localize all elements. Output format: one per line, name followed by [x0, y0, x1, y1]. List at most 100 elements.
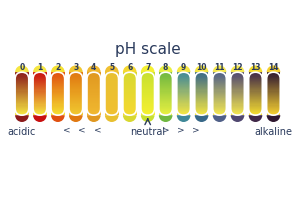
- Bar: [195, 108, 208, 109]
- Bar: [159, 88, 172, 89]
- Bar: [33, 88, 47, 89]
- Bar: [141, 76, 154, 77]
- Bar: [159, 90, 172, 91]
- Bar: [267, 95, 280, 96]
- Bar: [231, 95, 244, 96]
- Bar: [69, 100, 83, 102]
- Text: 5: 5: [109, 63, 114, 72]
- Bar: [231, 79, 244, 80]
- Bar: [159, 109, 172, 110]
- Bar: [231, 106, 244, 107]
- Bar: [249, 102, 262, 103]
- Bar: [87, 91, 101, 92]
- Bar: [105, 76, 119, 77]
- Bar: [141, 97, 154, 99]
- Bar: [51, 114, 65, 116]
- Bar: [267, 78, 280, 79]
- Bar: [51, 102, 65, 103]
- Bar: [267, 77, 280, 78]
- Wedge shape: [195, 116, 208, 122]
- Bar: [159, 108, 172, 109]
- Bar: [177, 94, 190, 95]
- Bar: [105, 90, 119, 91]
- Bar: [123, 77, 136, 78]
- Bar: [249, 100, 262, 102]
- Bar: [231, 100, 244, 102]
- Wedge shape: [177, 116, 190, 122]
- Bar: [33, 79, 47, 80]
- Bar: [267, 90, 280, 91]
- Bar: [51, 108, 65, 109]
- Bar: [213, 94, 226, 95]
- Bar: [195, 90, 208, 91]
- Bar: [141, 99, 154, 101]
- Bar: [33, 105, 47, 106]
- Bar: [33, 75, 47, 76]
- Bar: [141, 90, 154, 91]
- Bar: [123, 75, 136, 76]
- Text: 2: 2: [55, 63, 61, 72]
- Bar: [87, 102, 101, 103]
- Bar: [15, 112, 29, 113]
- Bar: [213, 113, 226, 114]
- Bar: [51, 75, 65, 76]
- Bar: [141, 80, 154, 81]
- Bar: [33, 73, 47, 74]
- Bar: [195, 85, 208, 87]
- Bar: [249, 109, 262, 110]
- Bar: [213, 107, 226, 108]
- Bar: [141, 112, 154, 113]
- Wedge shape: [33, 116, 47, 122]
- Wedge shape: [213, 116, 226, 122]
- Bar: [51, 105, 65, 106]
- Bar: [231, 81, 244, 82]
- Wedge shape: [213, 66, 226, 73]
- Wedge shape: [159, 66, 172, 73]
- Bar: [105, 93, 119, 94]
- Bar: [213, 100, 226, 102]
- Bar: [51, 82, 65, 84]
- Bar: [195, 109, 208, 110]
- Bar: [105, 98, 119, 100]
- Bar: [51, 89, 65, 90]
- Bar: [105, 84, 119, 86]
- Bar: [159, 81, 172, 82]
- Bar: [267, 94, 280, 95]
- Bar: [87, 92, 101, 93]
- Bar: [87, 73, 101, 74]
- Bar: [123, 113, 136, 114]
- Bar: [87, 104, 101, 105]
- Bar: [51, 83, 65, 85]
- Bar: [267, 103, 280, 104]
- Bar: [177, 109, 190, 110]
- Bar: [33, 86, 47, 88]
- Bar: [249, 83, 262, 85]
- Bar: [231, 105, 244, 106]
- Bar: [15, 84, 29, 86]
- Bar: [15, 77, 29, 78]
- Bar: [87, 90, 101, 91]
- Bar: [141, 95, 154, 96]
- Bar: [87, 99, 101, 101]
- Bar: [267, 84, 280, 86]
- Bar: [213, 102, 226, 103]
- Bar: [87, 100, 101, 102]
- Bar: [87, 84, 101, 86]
- Bar: [159, 85, 172, 87]
- Bar: [51, 76, 65, 77]
- Bar: [213, 81, 226, 82]
- Bar: [15, 98, 29, 100]
- Bar: [195, 96, 208, 98]
- Bar: [123, 94, 136, 95]
- Bar: [213, 96, 226, 98]
- Bar: [141, 79, 154, 80]
- Text: >: >: [192, 124, 200, 133]
- Bar: [177, 78, 190, 79]
- Bar: [141, 75, 154, 76]
- Bar: [195, 97, 208, 99]
- Bar: [231, 84, 244, 86]
- Bar: [123, 95, 136, 96]
- Bar: [105, 75, 119, 76]
- Bar: [123, 82, 136, 84]
- Bar: [87, 111, 101, 112]
